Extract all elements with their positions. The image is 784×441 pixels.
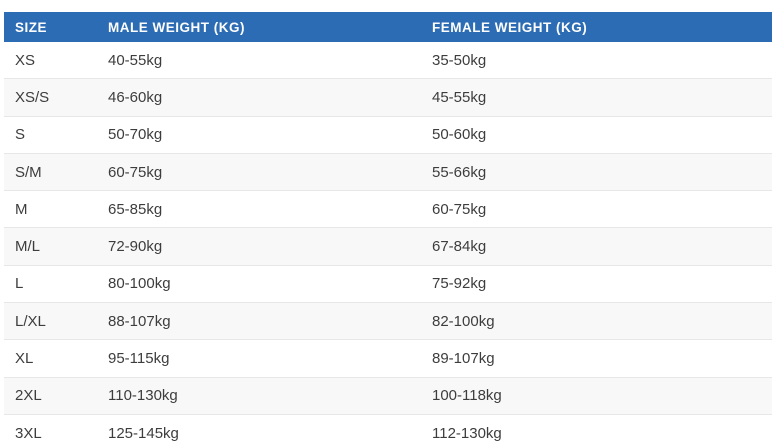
size-cell: M: [4, 190, 97, 228]
male-weight-cell: 50-70kg: [97, 115, 421, 154]
male-weight-cell: 65-85kg: [97, 190, 421, 228]
male-weight-cell: 88-107kg: [97, 302, 421, 340]
table-row: 2XL 110-130kg 100-118kg: [4, 376, 772, 415]
male-weight-cell: 80-100kg: [97, 264, 421, 303]
female-weight-cell: 82-100kg: [421, 302, 772, 340]
female-weight-cell: 89-107kg: [421, 339, 772, 378]
male-weight-cell: 40-55kg: [108, 51, 163, 69]
header-cell-female-weight: FEMALE WEIGHT (KG): [421, 12, 772, 42]
table-row: L 80-100kg 75-92kg: [4, 264, 772, 303]
table-header-row: SIZE MALE WEIGHT (KG) FEMALE WEIGHT (KG): [4, 12, 772, 42]
size-cell: XS/S: [4, 78, 97, 117]
table-row: L/XL 88-107kg 82-100kg: [4, 302, 772, 340]
male-weight-cell: 46-60kg: [97, 78, 421, 117]
size-chart-container: SIZE MALE WEIGHT (KG) FEMALE WEIGHT (KG)…: [4, 12, 772, 441]
table-row: XL 95-115kg 89-107kg: [4, 339, 772, 378]
female-weight-cell: 35-50kg: [432, 51, 487, 69]
size-cell: S/M: [4, 152, 97, 191]
female-weight-cell: 112-130kg: [421, 413, 772, 441]
male-weight-cell: 95-115kg: [97, 339, 421, 378]
table-row: 3XL 125-145kg 112-130kg: [4, 413, 772, 441]
female-weight-cell: 50-60kg: [421, 115, 772, 154]
female-weight-cell: 75-92kg: [421, 264, 772, 303]
size-cell: L/XL: [4, 302, 97, 340]
female-weight-cell: 55-66kg: [421, 152, 772, 191]
size-cell: M/L: [4, 227, 97, 266]
male-weight-cell: 72-90kg: [97, 227, 421, 266]
male-weight-cell: 110-130kg: [97, 376, 421, 415]
size-cell: L: [4, 264, 97, 303]
size-chart-table: SIZE MALE WEIGHT (KG) FEMALE WEIGHT (KG)…: [4, 12, 772, 441]
male-weight-cell: 60-75kg: [97, 152, 421, 191]
table-row: M/L 72-90kg 67-84kg: [4, 227, 772, 266]
header-cell-male-weight: MALE WEIGHT (KG): [97, 12, 421, 42]
size-cell: XL: [4, 339, 97, 378]
size-cell: XS: [15, 51, 36, 69]
table-row: S/M 60-75kg 55-66kg: [4, 152, 772, 191]
size-cell: 2XL: [4, 376, 97, 415]
header-cell-size: SIZE: [4, 12, 97, 42]
table-row: XS/S 46-60kg 45-55kg: [4, 78, 772, 117]
male-weight-cell: 125-145kg: [97, 413, 421, 441]
size-cell: S: [4, 115, 97, 154]
table-row: S 50-70kg 50-60kg: [4, 115, 772, 154]
female-weight-cell: 67-84kg: [421, 227, 772, 266]
female-weight-cell: 60-75kg: [421, 190, 772, 228]
size-cell: 3XL: [4, 413, 97, 441]
female-weight-cell: 100-118kg: [421, 376, 772, 415]
female-weight-cell: 45-55kg: [421, 78, 772, 117]
table-row: M 65-85kg 60-75kg: [4, 190, 772, 228]
table-row: XS 40-55kg 35-50kg: [4, 42, 772, 79]
